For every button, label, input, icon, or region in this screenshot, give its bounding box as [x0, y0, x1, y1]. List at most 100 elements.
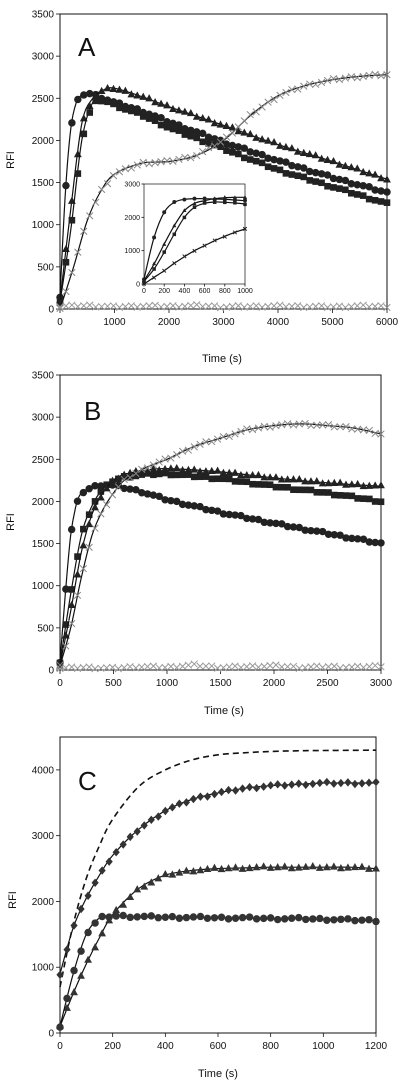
data-point-c	[344, 863, 352, 871]
data-point-a	[217, 143, 224, 151]
data-point-a	[240, 144, 249, 152]
data-point-c	[259, 862, 268, 870]
data-point-b	[324, 530, 333, 539]
data-point-c	[280, 862, 289, 870]
data-point-c	[344, 915, 352, 923]
data-point-b	[336, 478, 345, 486]
data-point-a	[353, 164, 362, 172]
data-point-a	[115, 168, 124, 176]
data-point-a	[133, 91, 142, 99]
data-point-b	[365, 426, 373, 435]
data-point-c	[351, 916, 359, 925]
data-point-b	[213, 664, 222, 672]
data-point-a	[62, 181, 70, 190]
data-point-b	[330, 662, 338, 670]
data-point-c	[105, 913, 113, 921]
data-point-c	[196, 792, 205, 801]
data-point-a	[318, 179, 325, 187]
data-point-inset	[192, 205, 197, 209]
data-point-a	[264, 154, 272, 162]
data-point-inset	[152, 267, 156, 271]
data-point-c	[196, 866, 205, 874]
data-point-a	[317, 154, 326, 162]
data-point-c	[309, 915, 317, 923]
data-point-a	[175, 155, 183, 164]
data-point-inset	[232, 195, 237, 200]
data-point-a	[341, 176, 350, 185]
data-point-b	[254, 470, 263, 479]
data-point-c	[84, 928, 92, 937]
data-point-a	[204, 115, 213, 123]
data-point-c	[302, 915, 310, 924]
x-axis-label-a: Time (s)	[202, 353, 242, 365]
data-point-a	[104, 98, 111, 106]
data-point-a	[151, 159, 159, 167]
data-point-b	[149, 464, 158, 472]
data-point-b	[366, 495, 373, 503]
data-point-c	[238, 784, 247, 793]
data-point-a	[294, 302, 302, 310]
data-point-c	[154, 913, 163, 922]
data-point-a	[169, 157, 177, 165]
data-point-b	[138, 663, 146, 671]
data-point-a	[163, 302, 171, 311]
data-point-a	[193, 134, 201, 142]
data-point-b	[207, 466, 216, 475]
data-point-b	[289, 662, 298, 671]
data-point-b	[120, 475, 128, 484]
x-tick-label-a: 6000	[376, 317, 399, 328]
x-tick-label-c: 200	[104, 1041, 121, 1052]
data-point-b	[91, 498, 99, 505]
data-point-b	[126, 468, 134, 476]
data-point-a	[193, 151, 201, 160]
data-point-a	[300, 303, 308, 312]
data-point-b	[295, 420, 303, 428]
data-point-a	[305, 167, 314, 176]
data-point-c	[189, 913, 198, 921]
data-point-a	[365, 195, 373, 203]
data-point-a	[145, 302, 153, 310]
data-point-c	[316, 778, 324, 788]
data-point-c	[98, 929, 107, 937]
data-point-b	[219, 432, 228, 441]
data-point-a	[288, 161, 296, 170]
data-point-b	[359, 663, 368, 672]
data-point-a	[128, 107, 135, 115]
data-point-a	[175, 121, 183, 129]
data-point-a	[246, 110, 254, 119]
data-point-c	[168, 870, 177, 878]
data-point-a	[151, 98, 160, 106]
x-tick-label-b: 500	[105, 678, 122, 689]
data-point-a	[139, 113, 147, 120]
data-point-c	[77, 947, 85, 955]
data-point-a	[317, 302, 326, 310]
y-tick-label-b: 2500	[32, 455, 55, 466]
data-point-b	[155, 458, 163, 466]
data-point-b	[248, 515, 257, 523]
data-point-c	[301, 862, 310, 870]
data-point-b	[79, 663, 87, 672]
data-point-a	[216, 120, 225, 128]
y-tick-label-a: 0	[48, 305, 54, 316]
data-point-b	[336, 531, 344, 539]
data-point-b	[85, 484, 93, 493]
data-point-b	[365, 481, 374, 489]
data-point-a	[353, 302, 361, 310]
data-point-b	[184, 661, 193, 669]
data-point-b	[272, 473, 280, 481]
data-point-c	[182, 798, 190, 807]
data-point-a	[210, 142, 219, 150]
data-point-a	[74, 170, 82, 177]
data-point-a	[252, 108, 260, 116]
data-point-c	[365, 778, 373, 787]
data-point-b	[336, 492, 344, 499]
data-point-a	[258, 159, 266, 167]
data-point-a	[109, 302, 118, 310]
data-point-a	[365, 303, 373, 311]
data-point-a	[276, 141, 284, 149]
data-point-a	[80, 227, 88, 235]
data-point-b	[167, 471, 175, 479]
data-point-a	[210, 135, 219, 143]
data-point-b	[126, 485, 134, 493]
data-point-b	[348, 663, 356, 671]
